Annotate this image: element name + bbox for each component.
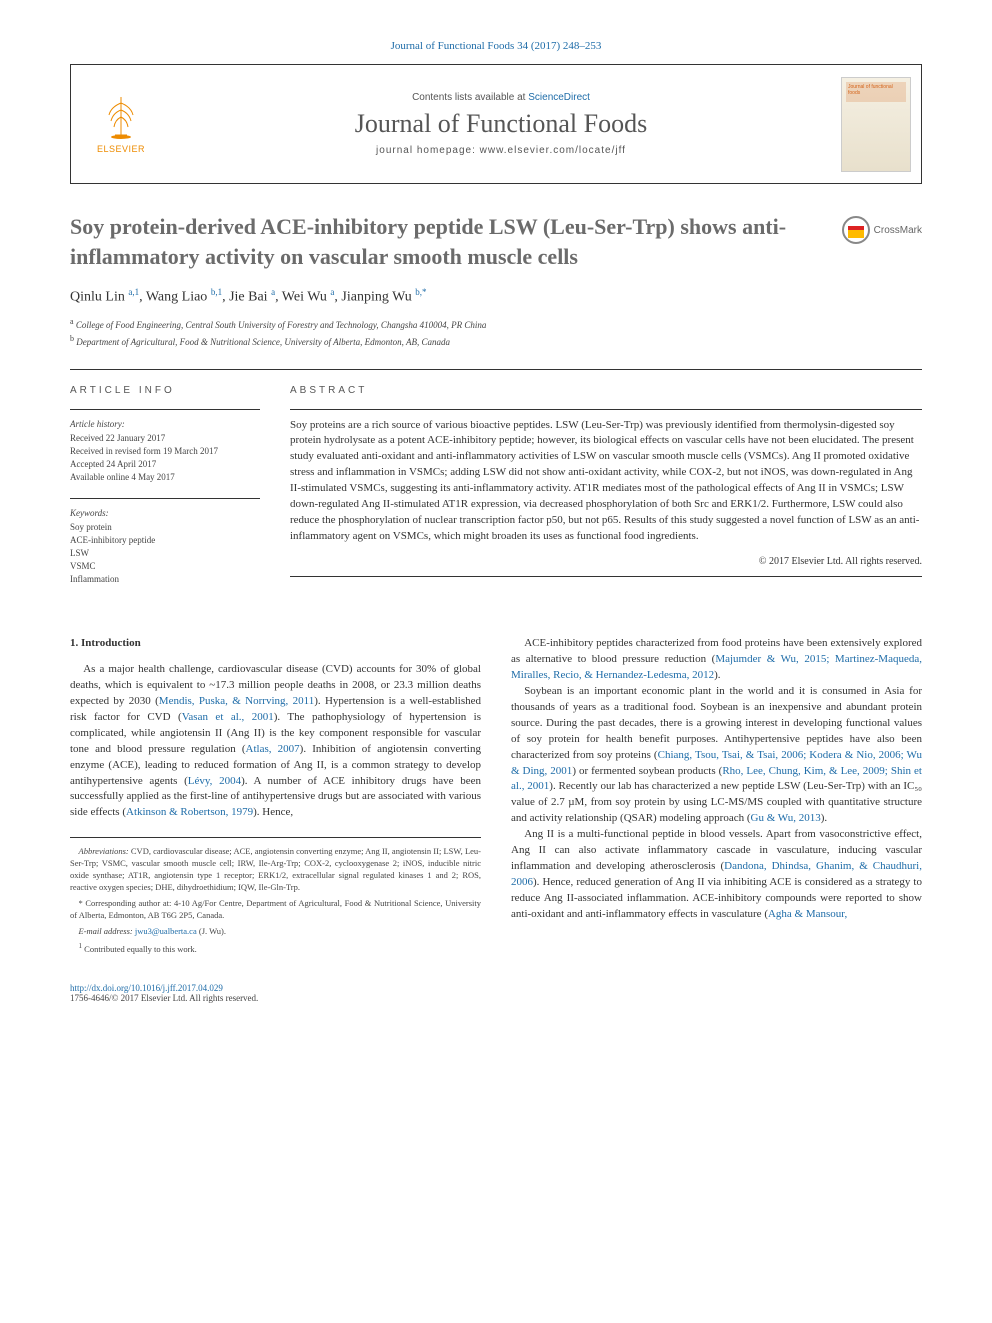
intro-para-4: Ang II is a multi-functional peptide in … bbox=[511, 827, 922, 923]
article-history-label: Article history: bbox=[70, 418, 260, 431]
homepage-url[interactable]: www.elsevier.com/locate/jff bbox=[480, 145, 626, 156]
affiliation-a: a College of Food Engineering, Central S… bbox=[70, 316, 922, 333]
history-received: Received 22 January 2017 bbox=[70, 432, 260, 445]
contribution-footnote: 1 Contributed equally to this work. bbox=[70, 942, 481, 956]
article-info-column: ARTICLE INFO Article history: Received 2… bbox=[70, 384, 260, 600]
abstract-text: Soy proteins are a rich source of variou… bbox=[290, 418, 922, 546]
page-footer: http://dx.doi.org/10.1016/j.jff.2017.04.… bbox=[70, 983, 922, 1003]
journal-name: Journal of Functional Foods bbox=[171, 109, 831, 139]
abstract-heading: ABSTRACT bbox=[290, 384, 922, 399]
body-two-column: 1. Introduction As a major health challe… bbox=[70, 636, 922, 959]
history-accepted: Accepted 24 April 2017 bbox=[70, 458, 260, 471]
abbreviations-footnote: Abbreviations: CVD, cardiovascular disea… bbox=[70, 846, 481, 894]
homepage-line: journal homepage: www.elsevier.com/locat… bbox=[171, 145, 831, 156]
doi-line: http://dx.doi.org/10.1016/j.jff.2017.04.… bbox=[70, 983, 258, 993]
section-1-heading: 1. Introduction bbox=[70, 636, 481, 652]
article-title: Soy protein-derived ACE-inhibitory pepti… bbox=[70, 212, 822, 271]
publisher-logo-cell: ELSEVIER bbox=[71, 65, 171, 183]
rule-top bbox=[70, 369, 922, 370]
intro-para-2: ACE-inhibitory peptides characterized fr… bbox=[511, 636, 922, 684]
cover-thumbnail-cell: Journal of functional foods bbox=[831, 65, 921, 183]
journal-header-box: ELSEVIER Contents lists available at Sci… bbox=[70, 64, 922, 184]
history-online: Available online 4 May 2017 bbox=[70, 471, 260, 484]
author-list: Qinlu Lin a,1, Wang Liao b,1, Jie Bai a,… bbox=[70, 287, 922, 306]
keyword-1: ACE-inhibitory peptide bbox=[70, 534, 260, 547]
elsevier-tree-icon bbox=[101, 95, 141, 140]
history-revised: Received in revised form 19 March 2017 bbox=[70, 445, 260, 458]
keyword-3: VSMC bbox=[70, 560, 260, 573]
crossmark-badge[interactable]: CrossMark bbox=[842, 216, 922, 244]
crossmark-icon bbox=[842, 216, 870, 244]
header-center: Contents lists available at ScienceDirec… bbox=[171, 65, 831, 183]
abstract-column: ABSTRACT Soy proteins are a rich source … bbox=[290, 384, 922, 600]
intro-para-3: Soybean is an important economic plant i… bbox=[511, 684, 922, 827]
contents-lists-line: Contents lists available at ScienceDirec… bbox=[171, 92, 831, 103]
keyword-2: LSW bbox=[70, 547, 260, 560]
affiliation-b: b Department of Agricultural, Food & Nut… bbox=[70, 333, 922, 350]
affiliation-list: a College of Food Engineering, Central S… bbox=[70, 316, 922, 349]
keyword-4: Inflammation bbox=[70, 573, 260, 586]
email-link[interactable]: jwu3@ualberta.ca bbox=[135, 926, 197, 936]
corresponding-author-footnote: * Corresponding author at: 4-10 Ag/For C… bbox=[70, 898, 481, 922]
journal-cover-thumb: Journal of functional foods bbox=[841, 77, 911, 172]
issn-copyright-line: 1756-4646/© 2017 Elsevier Ltd. All right… bbox=[70, 993, 258, 1003]
abstract-copyright: © 2017 Elsevier Ltd. All rights reserved… bbox=[290, 555, 922, 570]
intro-para-1: As a major health challenge, cardiovascu… bbox=[70, 662, 481, 821]
article-info-heading: ARTICLE INFO bbox=[70, 384, 260, 399]
keyword-0: Soy protein bbox=[70, 521, 260, 534]
top-reference: Journal of Functional Foods 34 (2017) 24… bbox=[70, 40, 922, 52]
doi-link[interactable]: http://dx.doi.org/10.1016/j.jff.2017.04.… bbox=[70, 983, 223, 993]
email-footnote: E-mail address: jwu3@ualberta.ca (J. Wu)… bbox=[70, 926, 481, 938]
footnotes-block: Abbreviations: CVD, cardiovascular disea… bbox=[70, 837, 481, 955]
sciencedirect-link[interactable]: ScienceDirect bbox=[528, 92, 590, 103]
keywords-label: Keywords: bbox=[70, 507, 260, 520]
publisher-name: ELSEVIER bbox=[97, 144, 145, 154]
